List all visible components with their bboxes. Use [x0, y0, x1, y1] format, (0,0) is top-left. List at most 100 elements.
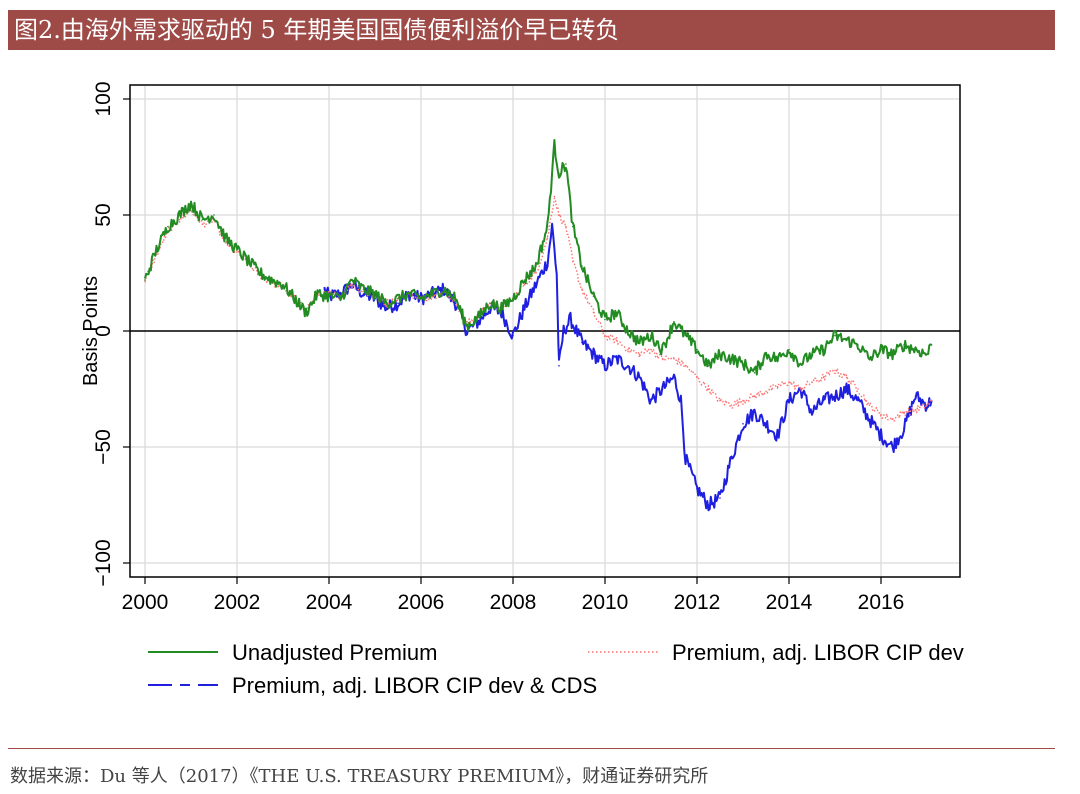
series-2-point: [627, 365, 629, 367]
series-1-point: [351, 283, 353, 286]
series-0-point: [523, 279, 526, 281]
series-0-point: [167, 225, 169, 228]
source-note: 数据来源：Du 等人（2017）《THE U.S. TREASURY PREMI…: [10, 766, 709, 787]
series-2-point: [558, 365, 560, 367]
series-0-point: [155, 249, 158, 251]
series-1-point: [553, 195, 556, 198]
series-1-point: [765, 390, 767, 393]
series-2-point: [857, 399, 859, 402]
series-0-point: [328, 295, 330, 297]
series-0-point: [661, 348, 664, 351]
series-0-point: [776, 358, 779, 360]
series-0-point: [696, 348, 698, 351]
series-0-point: [868, 358, 871, 360]
series-0-point: [604, 318, 606, 321]
footer-divider: [8, 748, 1055, 749]
series-1-point: [673, 358, 675, 360]
series-1-point: [615, 339, 618, 342]
series-1-point: [178, 218, 181, 221]
series-2-point: [581, 341, 583, 344]
series-0-point: [362, 288, 365, 290]
series-0-point: [408, 293, 411, 295]
series-0-point: [535, 265, 537, 267]
series-0-point: [592, 295, 595, 297]
series-line-1: [144, 197, 932, 423]
series-0-point: [293, 297, 296, 300]
series-1-point: [362, 290, 365, 293]
series-1-point: [201, 223, 204, 226]
series-0-point: [500, 307, 503, 309]
series-1-point: [236, 251, 238, 253]
series-0-point: [282, 283, 284, 286]
series-layer: [144, 139, 933, 512]
series-1-point: [638, 353, 641, 356]
series-0-point: [684, 334, 687, 337]
series-0-point: [753, 372, 756, 374]
series-0-point: [707, 365, 710, 367]
series-0-point: [466, 325, 468, 328]
series-0-point: [650, 334, 652, 337]
series-1-point: [719, 399, 721, 402]
series-1-point: [592, 311, 595, 314]
series-2-point: [903, 427, 905, 430]
series-1-point: [565, 225, 567, 228]
series-2-point: [569, 318, 572, 321]
series-1-point: [558, 214, 560, 216]
series-0-point: [553, 144, 556, 147]
legend: Unadjusted Premium Premium, adj. LIBOR C…: [148, 640, 964, 698]
series-1-point: [868, 404, 871, 407]
series-0-point: [259, 272, 261, 274]
series-0-point: [431, 293, 434, 295]
series-2-point: [914, 395, 917, 397]
series-0-point: [270, 279, 273, 281]
series-2-point: [788, 399, 790, 402]
series-1-point: [914, 409, 917, 411]
x-tick-label: 2010: [582, 591, 629, 614]
series-1-point: [742, 399, 744, 402]
series-2-point: [555, 272, 558, 274]
series-2-point: [891, 446, 894, 448]
series-0-point: [880, 348, 882, 351]
series-1-point: [604, 334, 606, 337]
series-0-point: [213, 214, 215, 216]
series-1-point: [857, 388, 859, 390]
series-0-point: [926, 353, 928, 356]
series-2-point: [776, 434, 779, 437]
series-0-point: [845, 339, 848, 342]
series-2-point: [546, 260, 549, 263]
series-0-point: [834, 334, 836, 337]
series-0-point: [719, 353, 721, 356]
series-1-point: [891, 418, 894, 421]
series-0-point: [178, 214, 181, 216]
series-1-point: [581, 288, 583, 290]
series-1-point: [546, 237, 549, 239]
series-1-point: [753, 395, 756, 397]
series-0-point: [822, 348, 825, 351]
series-1-point: [707, 388, 710, 390]
series-0-point: [627, 330, 629, 332]
axes: 2000 2002 2004 2006 2008 2010 2012 2014 2016 100 5…: [92, 81, 904, 614]
y-tick-label: 100: [92, 81, 115, 116]
series-0-point: [374, 293, 376, 295]
series-0-point: [930, 344, 933, 346]
x-tick-label: 2004: [306, 591, 353, 614]
series-0-point: [811, 353, 813, 356]
series-2-point: [753, 411, 756, 414]
series-2-point: [592, 353, 595, 356]
series-2-point: [822, 399, 825, 402]
series-0-point: [224, 237, 227, 239]
series-2-point: [397, 302, 399, 304]
series-2-point: [339, 293, 342, 295]
series-1-point: [523, 283, 526, 286]
series-0-point: [565, 163, 567, 165]
series-0-point: [615, 311, 618, 314]
series-0-point: [247, 260, 250, 263]
x-tick-label: 2000: [122, 591, 169, 614]
series-1-point: [684, 365, 687, 367]
x-tick-label: 2008: [490, 591, 537, 614]
x-tick-label: 2012: [674, 591, 721, 614]
series-2-point: [673, 376, 675, 379]
series-2-point: [845, 388, 848, 390]
series-1-point: [903, 411, 905, 414]
series-0-point: [316, 293, 319, 295]
